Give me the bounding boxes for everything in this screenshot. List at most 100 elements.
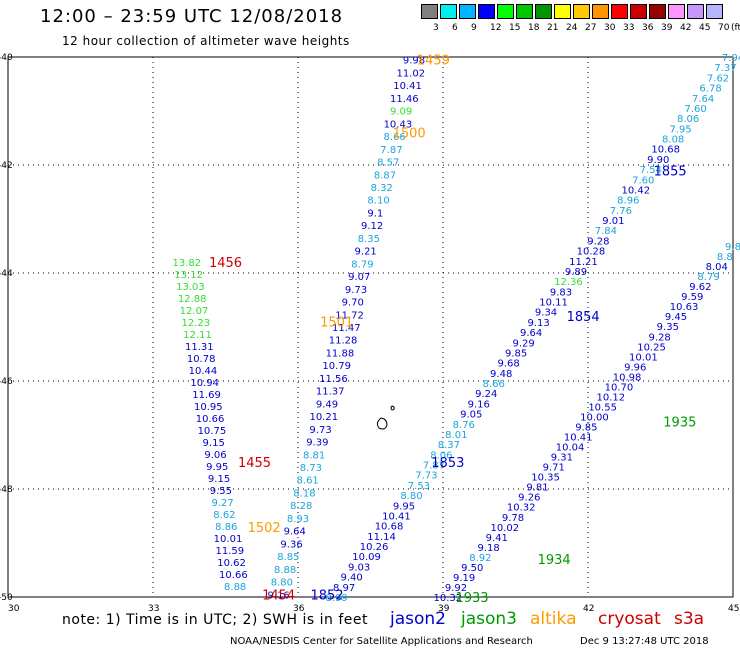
- swh-value: 8.73: [300, 463, 322, 474]
- scale-label: 30: [604, 23, 616, 33]
- swh-value: 9.12: [361, 221, 383, 232]
- x-tick-label: 36: [293, 604, 305, 614]
- swh-value: 11.72: [335, 310, 364, 321]
- swh-value: 10.41: [564, 433, 593, 444]
- y-tick-label: -44: [0, 269, 13, 279]
- scale-label: 9: [471, 23, 477, 33]
- swh-value: 8.76: [453, 420, 475, 431]
- swh-value: 9.16: [268, 590, 290, 601]
- swh-value: 9.59: [681, 292, 703, 303]
- swh-value: 9.81: [526, 483, 548, 494]
- swh-value: 13.82: [173, 258, 202, 269]
- swh-value: 13.03: [176, 282, 205, 293]
- island-outline: [390, 405, 395, 411]
- swh-value: 9.85: [505, 348, 527, 359]
- swh-value: 9.70: [342, 298, 364, 309]
- swh-value: 10.78: [187, 354, 216, 365]
- map-subtitle: 12 hour collection of altimeter wave hei…: [62, 34, 350, 48]
- scale-swatch: [687, 4, 704, 19]
- swh-value: 10.70: [605, 382, 634, 393]
- swh-value: 9.13: [527, 318, 549, 329]
- swh-value: 11.31: [185, 342, 214, 353]
- swh-value: 9.39: [306, 438, 328, 449]
- satellite-label-jason2: jason2: [390, 609, 446, 629]
- swh-value: 9.16: [468, 399, 490, 410]
- swh-value: 8.62: [213, 510, 235, 521]
- pass-time-label: 1855: [654, 164, 687, 179]
- swh-value: 11.47: [332, 323, 361, 334]
- swh-value: 10.55: [588, 402, 617, 413]
- swh-value: 8.66: [483, 379, 505, 390]
- pass-time-label: 1852: [310, 588, 343, 603]
- swh-value: 8.97: [333, 583, 355, 594]
- pass-time-label: 1502: [248, 521, 281, 536]
- swh-value: 10.66: [219, 570, 248, 581]
- swh-value: 11.88: [326, 348, 355, 359]
- swh-value: 12.07: [180, 306, 209, 317]
- swh-value: 7.64: [692, 94, 714, 105]
- swh-value: 10.68: [375, 522, 404, 533]
- swh-value: 8.28: [290, 501, 312, 512]
- swh-value: 8.61: [297, 476, 319, 487]
- swh-value: 9.95: [393, 501, 415, 512]
- satellite-label-jason3: jason3: [461, 609, 517, 629]
- swh-value: 8.01: [445, 430, 467, 441]
- swh-value: 10.43: [384, 119, 413, 130]
- swh-value: 9.19: [453, 573, 475, 584]
- swh-value: 12.88: [178, 294, 207, 305]
- scale-label: 27: [585, 23, 597, 33]
- swh-value: 8.04: [706, 262, 728, 273]
- swh-value: 11.46: [390, 94, 419, 105]
- satellite-label-s3a: s3a: [674, 609, 705, 629]
- scale-label: 45: [699, 23, 711, 33]
- swh-value: 9.24: [475, 389, 497, 400]
- pass-time-label: 1854: [567, 310, 600, 325]
- scale-swatch: [573, 4, 590, 19]
- swh-value: 10.25: [637, 342, 666, 353]
- swh-value: 10.98: [613, 372, 642, 383]
- swh-value: 8.87: [374, 170, 396, 181]
- swh-value: 10.32: [507, 503, 536, 514]
- swh-value: 10.32: [434, 593, 463, 604]
- swh-value: 9.96: [624, 362, 646, 373]
- swh-value: 9.95: [206, 462, 228, 473]
- swh-value: 11.28: [329, 336, 358, 347]
- swh-value: 11.02: [396, 68, 425, 79]
- pass-time-label: 1454: [262, 588, 295, 603]
- swh-value: 8.66: [384, 132, 406, 143]
- swh-value: 8.57: [377, 158, 399, 169]
- y-tick-label: -46: [0, 377, 13, 387]
- swh-value: 9.8: [725, 242, 740, 253]
- swh-value: 9.73: [309, 425, 331, 436]
- scale-swatch: [706, 4, 723, 19]
- swh-value: 9.07: [348, 272, 370, 283]
- swh-value: 9.45: [665, 312, 687, 323]
- swh-value: 9.09: [390, 107, 412, 118]
- swh-value: 7.62: [707, 73, 729, 84]
- swh-value: 9.1: [367, 208, 383, 219]
- swh-value: 10.63: [670, 302, 699, 313]
- swh-value: 9.55: [210, 486, 232, 497]
- swh-value: 9.28: [649, 332, 671, 343]
- swh-value: 9.48: [490, 369, 512, 380]
- swh-value: 8.08: [662, 135, 684, 146]
- swh-value: 10.01: [629, 352, 658, 363]
- swh-value: 8.10: [367, 196, 389, 207]
- satellite-label-altika: altika: [530, 609, 577, 629]
- swh-value: 8.96: [617, 196, 639, 207]
- y-tick-label: -50: [0, 593, 13, 603]
- scale-swatch: [554, 4, 571, 19]
- scale-label: 42: [680, 23, 692, 33]
- swh-value: 8.81: [303, 450, 325, 461]
- swh-value: 13.12: [174, 270, 203, 281]
- swh-value: 7.95: [670, 124, 692, 135]
- swh-value: 9.68: [498, 359, 520, 370]
- swh-value: 11.21: [569, 257, 598, 268]
- swh-value: 9.62: [689, 282, 711, 293]
- scale-label: 18: [528, 23, 540, 33]
- swh-value: 9.40: [340, 573, 362, 584]
- pass-time-label: 1501: [320, 316, 353, 331]
- x-tick-label: 39: [438, 604, 450, 614]
- swh-value: 9.06: [204, 450, 226, 461]
